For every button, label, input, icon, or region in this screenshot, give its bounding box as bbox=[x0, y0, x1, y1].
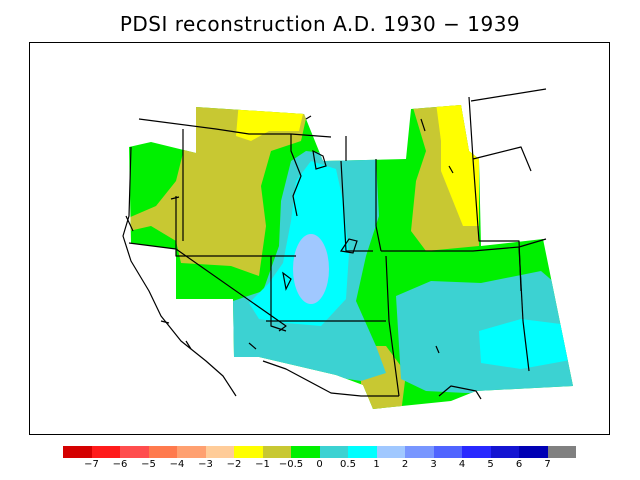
legend-swatch bbox=[490, 446, 519, 458]
arizona-nm-border bbox=[385, 255, 400, 397]
idaho-nevada-utah-border bbox=[175, 249, 296, 257]
legend-swatch bbox=[205, 446, 234, 458]
legend-tick-label: 5 bbox=[487, 459, 494, 470]
legend-ticks: −7 −6 −5 −4 −3 −2 −1 −0.5 0 0.5 1 2 3 4 5 6 7 bbox=[63, 459, 576, 473]
legend-tick-label: 0 bbox=[316, 459, 323, 470]
boundary-lines bbox=[122, 88, 547, 400]
sakakawea-lake bbox=[420, 118, 426, 132]
idaho-montana-border bbox=[290, 134, 302, 217]
legend-tick-label: 1 bbox=[373, 459, 380, 470]
nm-texas-border bbox=[438, 385, 482, 400]
california-oregon-border bbox=[128, 242, 177, 250]
region-lightblue-central bbox=[293, 234, 329, 304]
legend-swatch bbox=[262, 446, 291, 458]
legend-swatch bbox=[462, 446, 491, 458]
map-frame bbox=[29, 42, 610, 435]
great-salt-lake bbox=[339, 238, 358, 254]
lake-mead bbox=[282, 271, 292, 291]
dakota-border bbox=[468, 96, 532, 172]
legend-swatch bbox=[234, 446, 263, 458]
legend-swatch bbox=[63, 446, 92, 458]
elephant-butte bbox=[435, 345, 440, 354]
canada-border-west bbox=[138, 118, 332, 138]
kansas-border bbox=[518, 246, 524, 322]
map-title: PDSI reconstruction A.D. 1930 − 1939 bbox=[119, 12, 521, 36]
california-nevada-border bbox=[175, 196, 287, 332]
canada-border-east bbox=[470, 88, 547, 102]
legend-swatch bbox=[519, 446, 548, 458]
legend-swatch bbox=[547, 446, 576, 458]
oklahoma-border bbox=[522, 320, 530, 372]
legend-tick-label: −3 bbox=[198, 459, 213, 470]
legend-swatch bbox=[348, 446, 377, 458]
legend-tick-label: 0.5 bbox=[340, 459, 356, 470]
legend-swatch bbox=[177, 446, 206, 458]
salton-sea bbox=[248, 342, 257, 350]
water-features bbox=[125, 115, 454, 354]
sf-bay bbox=[125, 215, 134, 232]
legend-tick-label: 2 bbox=[401, 459, 409, 470]
legend-tick-label: 3 bbox=[430, 459, 437, 470]
wyoming-border bbox=[345, 136, 382, 252]
yellowstone-lake bbox=[312, 149, 327, 170]
mexico-border bbox=[262, 360, 399, 397]
lake-tahoe bbox=[170, 196, 180, 200]
legend-tick-label: −7 bbox=[84, 459, 99, 470]
legend-tick-label: −1 bbox=[255, 459, 270, 470]
utah-wyoming-border bbox=[340, 160, 373, 252]
legend-tick-label: −2 bbox=[226, 459, 242, 470]
region-olive-northwest bbox=[129, 105, 311, 276]
pdsi-map bbox=[122, 88, 573, 409]
colorado-border bbox=[381, 238, 547, 252]
legend-colorbar bbox=[63, 446, 576, 458]
legend-tick-label: −0.5 bbox=[278, 459, 304, 470]
flathead-lake bbox=[305, 115, 312, 120]
legend-tick-label: −4 bbox=[169, 459, 185, 470]
legend-swatch bbox=[291, 446, 320, 458]
region-cyan-southeast bbox=[479, 319, 573, 369]
legend-swatch bbox=[319, 446, 348, 458]
legend-swatch bbox=[376, 446, 405, 458]
legend-swatch bbox=[405, 446, 434, 458]
channel-islands bbox=[160, 320, 192, 350]
legend-tick-label: 7 bbox=[544, 459, 551, 470]
legend-swatch bbox=[120, 446, 149, 458]
legend-swatch bbox=[433, 446, 462, 458]
legend-tick-label: 6 bbox=[515, 459, 523, 470]
legend-tick-label: −6 bbox=[112, 459, 128, 470]
pacific-coast bbox=[122, 146, 237, 397]
legend-tick-label: −5 bbox=[141, 459, 156, 470]
legend-swatch bbox=[148, 446, 177, 458]
oahe-lake bbox=[448, 165, 454, 174]
legend-swatch bbox=[91, 446, 120, 458]
legend-tick-label: 4 bbox=[458, 459, 466, 470]
nevada-utah-border bbox=[270, 256, 287, 332]
